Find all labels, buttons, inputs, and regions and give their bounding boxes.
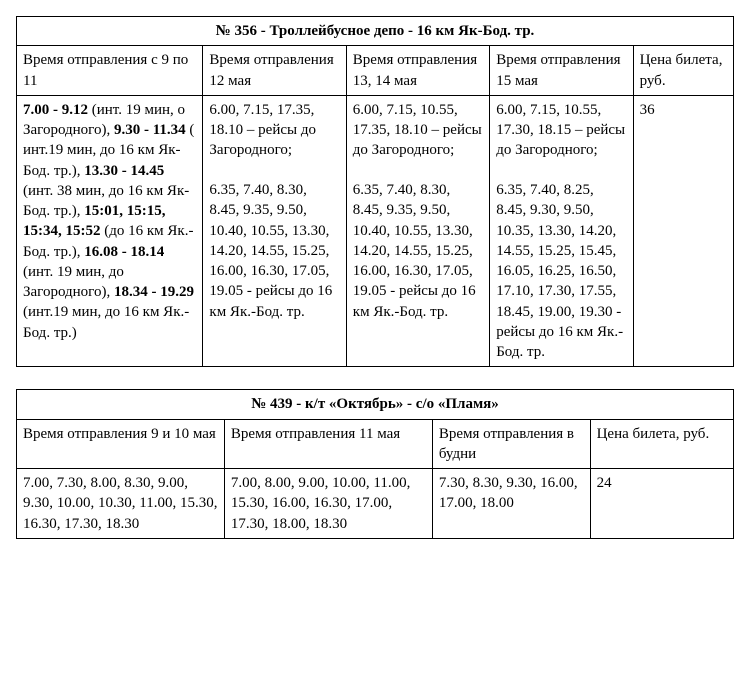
price-cell: 24 xyxy=(590,469,733,539)
col-header: Время отправления 13, 14 мая xyxy=(346,46,489,96)
schedule-cell: 6.00, 7.15, 17.35, 18.10 – рейсы до Заго… xyxy=(203,95,346,367)
table-356-header-row: Время отправления с 9 по 11 Время отправ… xyxy=(17,46,734,96)
col-header: Время отправления с 9 по 11 xyxy=(17,46,203,96)
price-cell: 36 xyxy=(633,95,733,367)
col-header: Цена билета, руб. xyxy=(633,46,733,96)
col-header: Время отправления 9 и 10 мая xyxy=(17,419,225,469)
col-header: Время отправления 15 мая xyxy=(490,46,633,96)
schedule-cell: 7.30, 8.30, 9.30, 16.00, 17.00, 18.00 xyxy=(432,469,590,539)
table-356-title: № 356 - Троллейбусное депо - 16 км Як-Бо… xyxy=(17,17,734,46)
schedule-table-356: № 356 - Троллейбусное депо - 16 км Як-Бо… xyxy=(16,16,734,367)
table-439-data-row: 7.00, 7.30, 8.00, 8.30, 9.00, 9.30, 10.0… xyxy=(17,469,734,539)
schedule-cell: 7.00, 7.30, 8.00, 8.30, 9.00, 9.30, 10.0… xyxy=(17,469,225,539)
col-header: Время отправления 11 мая xyxy=(224,419,432,469)
schedule-cell: 6.00, 7.15, 10.55, 17.30, 18.15 – рейсы … xyxy=(490,95,633,367)
schedule-cell: 6.00, 7.15, 10.55, 17.35, 18.10 – рейсы … xyxy=(346,95,489,367)
schedule-cell: 7.00 - 9.12 (инт. 19 мин, о Загородного)… xyxy=(17,95,203,367)
table-356-data-row: 7.00 - 9.12 (инт. 19 мин, о Загородного)… xyxy=(17,95,734,367)
col-header: Время отправления 12 мая xyxy=(203,46,346,96)
table-439-title: № 439 - к/т «Октябрь» - с/о «Пламя» xyxy=(17,390,734,419)
table-439-header-row: Время отправления 9 и 10 мая Время отпра… xyxy=(17,419,734,469)
col-header: Время отправления в будни xyxy=(432,419,590,469)
schedule-table-439: № 439 - к/т «Октябрь» - с/о «Пламя» Врем… xyxy=(16,389,734,539)
col-header: Цена билета, руб. xyxy=(590,419,733,469)
schedule-cell: 7.00, 8.00, 9.00, 10.00, 11.00, 15.30, 1… xyxy=(224,469,432,539)
